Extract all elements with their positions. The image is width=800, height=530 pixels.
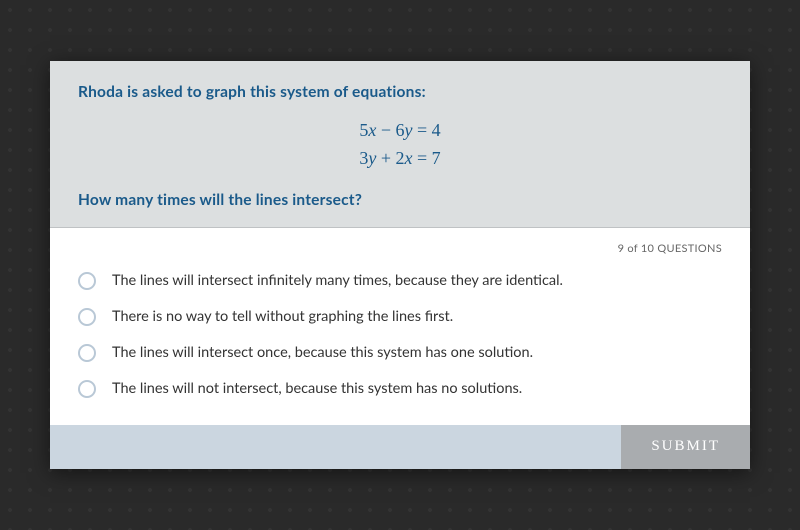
option-row[interactable]: The lines will intersect infinitely many… <box>78 263 722 299</box>
question-prompt-2: How many times will the lines intersect? <box>78 191 722 209</box>
option-label: The lines will not intersect, because th… <box>112 380 522 397</box>
answer-panel: 9 of 10 QUESTIONS The lines will interse… <box>50 228 750 425</box>
question-prompt-1: Rhoda is asked to graph this system of e… <box>78 83 722 101</box>
footer-bar: SUBMIT <box>50 425 750 469</box>
equation-block: 5x − 6y = 4 3y + 2x = 7 <box>78 117 722 173</box>
question-panel: Rhoda is asked to graph this system of e… <box>50 61 750 228</box>
progress-indicator: 9 of 10 QUESTIONS <box>78 242 722 255</box>
submit-button[interactable]: SUBMIT <box>621 425 750 469</box>
option-label: The lines will intersect once, because t… <box>112 344 533 361</box>
radio-icon[interactable] <box>78 272 96 290</box>
equation-2: 3y + 2x = 7 <box>78 145 722 173</box>
option-label: The lines will intersect infinitely many… <box>112 272 563 289</box>
radio-icon[interactable] <box>78 308 96 326</box>
quiz-card: Rhoda is asked to graph this system of e… <box>50 61 750 469</box>
equation-1: 5x − 6y = 4 <box>78 117 722 145</box>
option-row[interactable]: The lines will not intersect, because th… <box>78 371 722 407</box>
radio-icon[interactable] <box>78 344 96 362</box>
option-row[interactable]: There is no way to tell without graphing… <box>78 299 722 335</box>
radio-icon[interactable] <box>78 380 96 398</box>
option-label: There is no way to tell without graphing… <box>112 308 453 325</box>
option-row[interactable]: The lines will intersect once, because t… <box>78 335 722 371</box>
footer-spacer <box>50 425 621 469</box>
